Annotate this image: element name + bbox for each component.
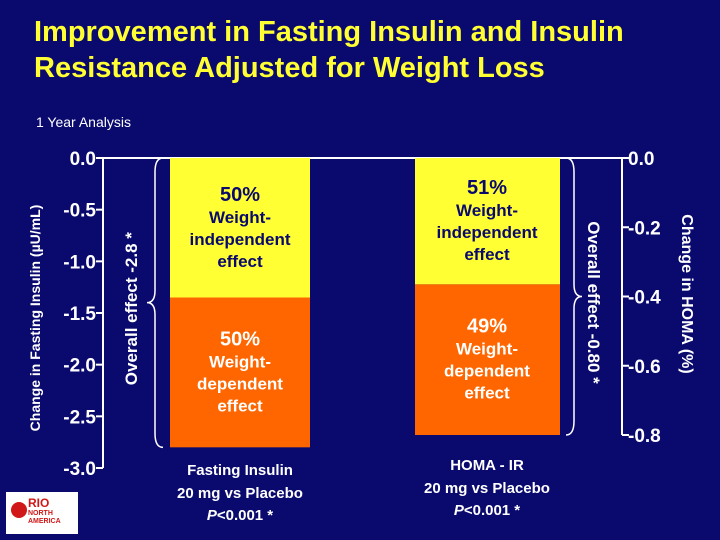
page-title: Improvement in Fasting Insulin and Insul…	[34, 14, 704, 86]
logo-line-3: AMERICA	[28, 518, 61, 525]
segment-label: 49%	[467, 316, 507, 338]
bar-segment-weight_independent	[415, 158, 560, 285]
left-tick-label: -2.0	[63, 356, 96, 377]
p-value: <0.001 *	[464, 502, 520, 519]
bar-segment-weight_dependent	[170, 297, 310, 448]
segment-label: Weight-	[456, 201, 518, 220]
segment-label: effect	[464, 384, 510, 403]
title-line-1: Improvement in Fasting Insulin and Insul…	[34, 16, 624, 48]
segment-label: dependent	[197, 374, 283, 393]
bar-segment-weight_independent	[170, 158, 310, 298]
segment-label: 50%	[220, 328, 260, 350]
segment-label: effect	[217, 396, 263, 415]
p-value-label: P<0.001 *	[454, 502, 520, 519]
logo-line-2: NORTH	[28, 510, 53, 517]
p-symbol: P	[454, 502, 465, 519]
left-axis-label: Change in Fasting Insulin (µU/mL)	[27, 205, 43, 432]
segment-label: effect	[217, 252, 263, 271]
p-value: <0.001 *	[217, 507, 273, 524]
logo-name: RIO	[28, 496, 50, 510]
left-tick-label: -3.0	[63, 459, 96, 480]
segment-label: 51%	[467, 177, 507, 199]
segment-label: 50%	[220, 184, 260, 206]
left-tick-label: -1.5	[63, 304, 96, 325]
segment-label: independent	[436, 223, 537, 242]
p-symbol: P	[207, 507, 218, 524]
chart-subtitle: 1 Year Analysis	[36, 114, 131, 130]
segment-label: Weight-	[209, 208, 271, 227]
right-tick-label: 0.0	[628, 149, 654, 170]
right-tick-label: -0.2	[628, 218, 661, 239]
logo-mark-icon	[11, 502, 27, 518]
right-tick-label: -0.8	[628, 426, 661, 447]
title-line-2: Resistance Adjusted for Weight Loss	[34, 52, 545, 84]
overall-effect-brace	[565, 157, 583, 436]
category-label: 20 mg vs Placebo	[424, 480, 550, 497]
bar-segment-weight_dependent	[415, 284, 560, 435]
overall-effect-brace	[146, 157, 164, 449]
right-axis-label: Change in HOMA (%)	[678, 214, 695, 373]
left-tick-label: -2.5	[63, 407, 96, 428]
overall-effect-label: Overall effect -0.80 *	[584, 221, 603, 384]
right-tick-label: -0.4	[628, 288, 661, 309]
category-label: HOMA - IR	[450, 457, 524, 474]
left-tick-label: -1.0	[63, 252, 96, 273]
overall-effect-label: Overall effect -2.8 *	[122, 232, 141, 385]
p-value-label: P<0.001 *	[207, 507, 273, 524]
segment-label: effect	[464, 245, 510, 264]
segment-label: independent	[189, 230, 290, 249]
logo-subtext: NORTH AMERICA	[28, 510, 61, 526]
segment-label: dependent	[444, 362, 530, 381]
segment-label: Weight-	[456, 340, 518, 359]
left-tick-label: -0.5	[63, 201, 96, 222]
category-label: 20 mg vs Placebo	[177, 485, 303, 502]
right-tick-label: -0.6	[628, 357, 661, 378]
company-logo: RIO NORTH AMERICA	[6, 492, 78, 534]
category-label: Fasting Insulin	[187, 462, 293, 479]
left-tick-label: 0.0	[70, 149, 96, 170]
segment-label: Weight-	[209, 352, 271, 371]
